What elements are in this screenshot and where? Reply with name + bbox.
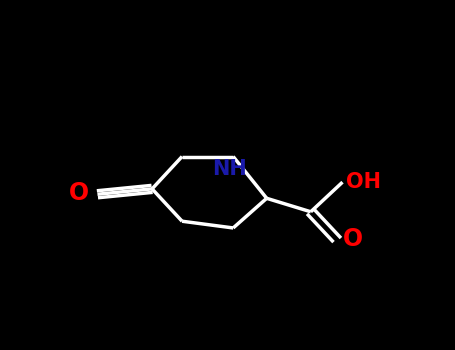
Text: NH: NH — [212, 159, 247, 179]
Text: O: O — [343, 227, 363, 251]
Text: OH: OH — [346, 172, 381, 192]
Text: O: O — [69, 181, 89, 205]
